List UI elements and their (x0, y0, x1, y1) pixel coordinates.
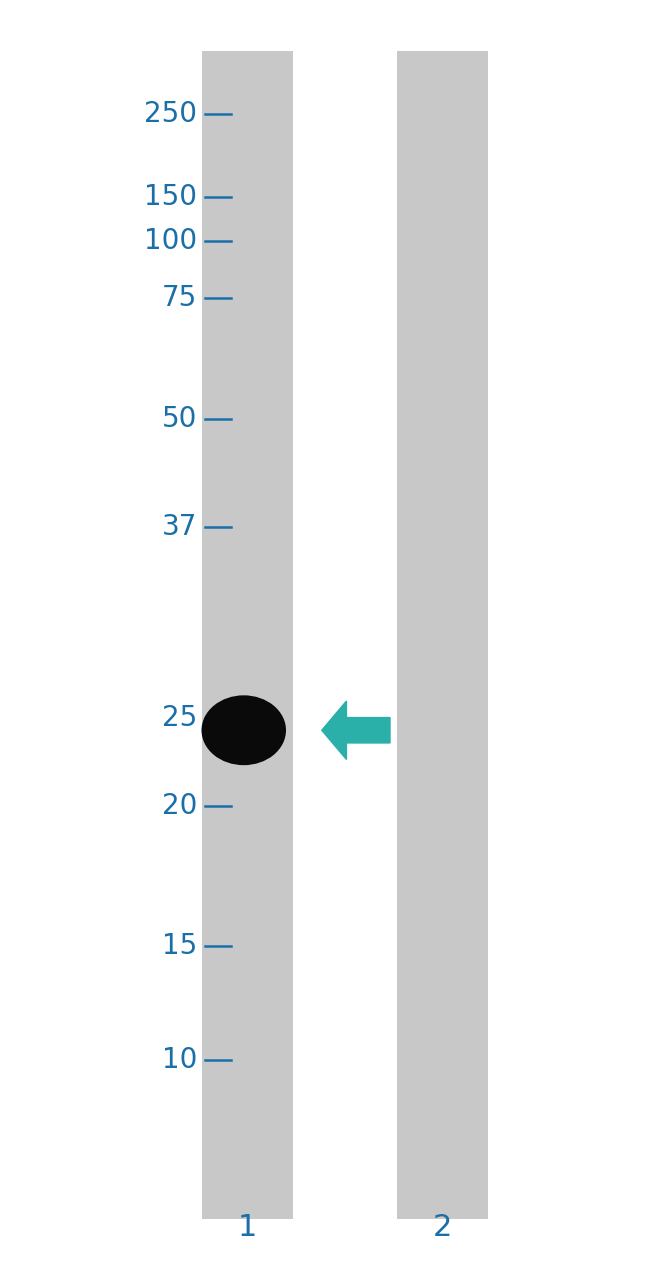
Text: 50: 50 (162, 405, 197, 433)
Text: 250: 250 (144, 100, 197, 128)
Text: 100: 100 (144, 227, 197, 255)
Text: 20: 20 (162, 792, 197, 820)
FancyArrow shape (322, 701, 390, 759)
Ellipse shape (202, 696, 286, 765)
Text: 75: 75 (162, 284, 197, 312)
Text: 37: 37 (162, 513, 197, 541)
Bar (396, 51, 488, 1219)
Text: 150: 150 (144, 183, 197, 211)
Bar (202, 51, 292, 1219)
Text: 25: 25 (162, 704, 197, 732)
Text: 1: 1 (237, 1213, 257, 1242)
Text: 10: 10 (162, 1046, 197, 1074)
Text: 15: 15 (162, 932, 197, 960)
Text: 2: 2 (432, 1213, 452, 1242)
